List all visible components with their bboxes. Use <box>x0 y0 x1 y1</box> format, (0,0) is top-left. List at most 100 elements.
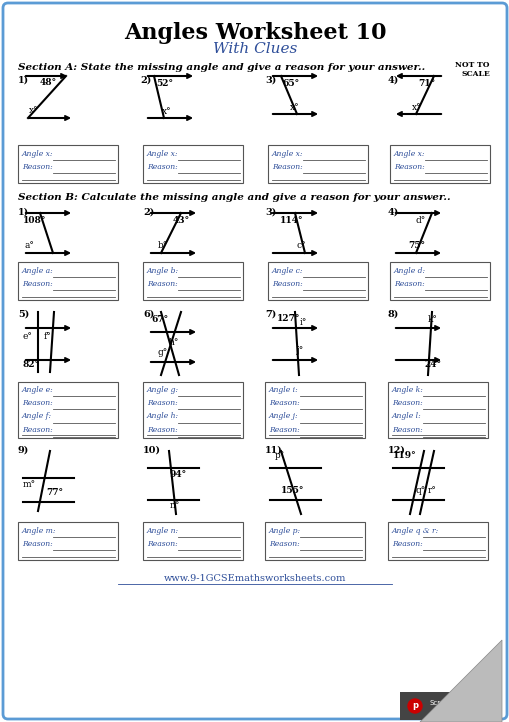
Text: 65°: 65° <box>281 79 299 88</box>
Text: Angle k:: Angle k: <box>391 386 423 394</box>
Text: x°: x° <box>290 103 299 112</box>
Text: Reason:: Reason: <box>22 280 52 288</box>
FancyBboxPatch shape <box>399 692 501 720</box>
Text: 108°: 108° <box>23 216 46 225</box>
Text: x°: x° <box>411 103 421 112</box>
Text: r°: r° <box>427 486 436 495</box>
Text: 9): 9) <box>18 446 29 455</box>
Text: 10): 10) <box>143 446 161 455</box>
Text: Angle j:: Angle j: <box>268 412 298 420</box>
Text: 75°: 75° <box>407 241 424 250</box>
Text: Angle x:: Angle x: <box>22 150 53 158</box>
Text: Angle g:: Angle g: <box>147 386 179 394</box>
Text: Reason:: Reason: <box>147 426 178 434</box>
FancyBboxPatch shape <box>389 262 489 300</box>
Text: NOT TO
SCALE: NOT TO SCALE <box>455 61 489 78</box>
FancyBboxPatch shape <box>265 382 364 438</box>
FancyBboxPatch shape <box>387 522 487 560</box>
Text: Reason:: Reason: <box>22 540 52 548</box>
Text: n°: n° <box>169 501 180 510</box>
Text: Angle p:: Angle p: <box>268 527 300 535</box>
Text: Reason:: Reason: <box>22 163 52 171</box>
Text: Angle e:: Angle e: <box>22 386 53 394</box>
Text: Reason:: Reason: <box>268 540 299 548</box>
FancyBboxPatch shape <box>389 145 489 183</box>
Text: Reason:: Reason: <box>271 280 302 288</box>
Text: 127°: 127° <box>276 314 300 323</box>
Text: x°: x° <box>162 107 172 116</box>
Text: 119°: 119° <box>392 451 416 460</box>
Text: Angle h:: Angle h: <box>147 412 179 420</box>
Text: 1): 1) <box>18 76 29 85</box>
Text: 82°: 82° <box>23 360 40 369</box>
Text: Angle l:: Angle l: <box>391 412 421 420</box>
Text: 43°: 43° <box>173 216 190 225</box>
FancyBboxPatch shape <box>143 262 242 300</box>
Text: Angle x:: Angle x: <box>271 150 303 158</box>
Text: Reason:: Reason: <box>147 399 178 407</box>
FancyBboxPatch shape <box>18 382 118 438</box>
Text: Section B: Calculate the missing angle and give a reason for your answer..: Section B: Calculate the missing angle a… <box>18 193 450 202</box>
Text: 71°: 71° <box>417 79 434 88</box>
Text: 4): 4) <box>387 76 399 85</box>
Text: 67°: 67° <box>151 315 168 324</box>
Text: Reason:: Reason: <box>391 426 422 434</box>
Text: k°: k° <box>427 315 437 324</box>
Text: Section A: State the missing angle and give a reason for your answer..: Section A: State the missing angle and g… <box>18 63 425 72</box>
FancyBboxPatch shape <box>265 522 364 560</box>
Text: 3): 3) <box>265 76 276 85</box>
Text: Angle f:: Angle f: <box>22 412 52 420</box>
Text: Angle q & r:: Angle q & r: <box>391 527 438 535</box>
FancyBboxPatch shape <box>18 145 118 183</box>
FancyBboxPatch shape <box>18 522 118 560</box>
Text: Reason:: Reason: <box>22 426 52 434</box>
Text: Reason:: Reason: <box>147 540 178 548</box>
Text: x°: x° <box>29 106 39 115</box>
Text: Screenpresso: Screenpresso <box>429 700 476 706</box>
Text: 24°: 24° <box>423 360 440 369</box>
Text: Angles Worksheet 10: Angles Worksheet 10 <box>124 22 385 44</box>
FancyBboxPatch shape <box>143 522 242 560</box>
FancyBboxPatch shape <box>387 382 487 438</box>
Text: b°: b° <box>158 241 168 250</box>
Text: Reason:: Reason: <box>393 163 424 171</box>
Text: Reason:: Reason: <box>22 399 52 407</box>
Text: Angle d:: Angle d: <box>393 267 426 275</box>
Text: Reason:: Reason: <box>271 163 302 171</box>
Text: 94°: 94° <box>169 470 187 479</box>
Text: q°: q° <box>415 486 426 495</box>
Text: 7): 7) <box>265 310 276 319</box>
Text: Angle m:: Angle m: <box>22 527 56 535</box>
Text: 114°: 114° <box>279 216 303 225</box>
Text: 52°: 52° <box>156 79 173 88</box>
FancyBboxPatch shape <box>143 382 242 438</box>
Text: g°: g° <box>158 348 168 357</box>
Text: d°: d° <box>415 216 426 225</box>
Text: 6): 6) <box>143 310 154 319</box>
FancyBboxPatch shape <box>143 145 242 183</box>
Text: i°: i° <box>299 318 307 327</box>
Text: Angle i:: Angle i: <box>268 386 298 394</box>
FancyBboxPatch shape <box>267 145 367 183</box>
Text: 155°: 155° <box>280 486 304 495</box>
FancyBboxPatch shape <box>3 3 506 719</box>
Text: Reason:: Reason: <box>147 280 178 288</box>
Text: Reason:: Reason: <box>391 540 422 548</box>
Polygon shape <box>419 640 501 722</box>
Text: j°: j° <box>296 346 304 355</box>
Text: 5): 5) <box>18 310 29 319</box>
Text: c°: c° <box>296 241 306 250</box>
Text: 48°: 48° <box>40 78 57 87</box>
Text: 3): 3) <box>265 208 276 217</box>
Text: 2): 2) <box>140 76 151 85</box>
FancyBboxPatch shape <box>267 262 367 300</box>
Text: www.9-1GCSEmathsworksheets.com: www.9-1GCSEmathsworksheets.com <box>163 574 346 583</box>
Circle shape <box>407 699 421 713</box>
Text: 8): 8) <box>387 310 399 319</box>
Text: m°: m° <box>23 480 36 489</box>
Text: a°: a° <box>25 241 35 250</box>
Text: 4): 4) <box>387 208 399 217</box>
Text: 11): 11) <box>265 446 282 455</box>
Text: Angle c:: Angle c: <box>271 267 303 275</box>
Text: 12): 12) <box>387 446 405 455</box>
